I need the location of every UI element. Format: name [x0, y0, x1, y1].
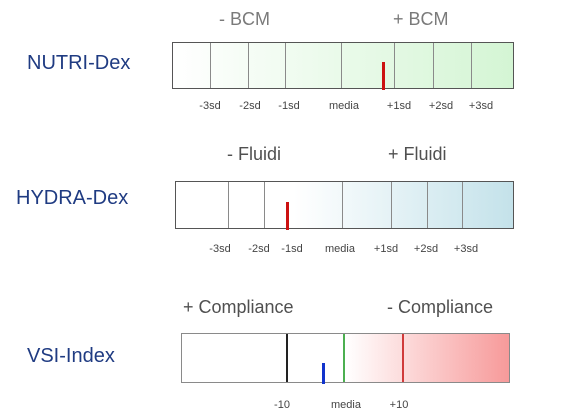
nutri-minus-bcm-heading: - BCM — [219, 9, 270, 29]
hydra-divider-3 — [342, 182, 343, 228]
hydra-minus-fluidi-heading: - Fluidi — [227, 144, 282, 164]
vsi-media-line — [343, 334, 345, 382]
hydra-divider-6 — [462, 182, 463, 228]
nutri-tick-minus1sd: -1sd — [278, 100, 300, 112]
hydra-tick-minus1sd: -1sd — [281, 243, 303, 255]
hydra-tick-minus2sd: -2sd — [248, 243, 270, 255]
nutri-tick-plus1sd: +1sd — [386, 100, 412, 112]
nutri-divider-1 — [210, 43, 211, 88]
hydra-dex-label: HYDRA-Dex — [16, 187, 129, 209]
vsi-index-scale-bar — [181, 333, 510, 384]
nutri-tick-minus2sd: -2sd — [239, 100, 261, 112]
nutri-value-marker — [382, 62, 386, 90]
nutri-tick-minus3sd: -3sd — [199, 100, 221, 112]
vsi-tick-media: media — [331, 399, 361, 411]
vsi-index-label: VSI-Index — [27, 345, 115, 367]
hydra-divider-2 — [264, 182, 265, 228]
hydra-tick-plus2sd: +2sd — [413, 243, 439, 255]
nutri-dex-scale-bar — [172, 42, 514, 90]
nutri-divider-2 — [248, 43, 249, 88]
vsi-minus-compliance-heading: - Compliance — [387, 297, 494, 317]
vsi-plus10-line — [402, 334, 404, 382]
hydra-divider-4 — [391, 182, 392, 228]
vsi-value-marker — [322, 363, 326, 384]
nutri-tick-plus3sd: +3sd — [468, 100, 494, 112]
hydra-divider-1 — [228, 182, 229, 228]
hydra-tick-plus1sd: +1sd — [373, 243, 399, 255]
vsi-minus10-line — [286, 334, 288, 382]
hydra-tick-minus3sd: -3sd — [209, 243, 231, 255]
nutri-divider-5 — [394, 43, 395, 88]
hydra-dex-scale-bar — [175, 181, 514, 230]
vsi-tick-minus10: -10 — [274, 399, 290, 411]
nutri-dex-label: NUTRI-Dex — [27, 52, 131, 74]
nutri-plus-bcm-heading: + BCM — [393, 9, 449, 29]
hydra-tick-plus3sd: +3sd — [453, 243, 479, 255]
nutri-divider-3 — [285, 43, 286, 88]
hydra-divider-5 — [427, 182, 428, 228]
vsi-plus-compliance-heading: + Compliance — [183, 297, 294, 317]
hydra-tick-media: media — [325, 243, 355, 255]
vsi-tick-plus10: +10 — [389, 399, 409, 411]
hydra-plus-fluidi-heading: + Fluidi — [388, 144, 447, 164]
nutri-tick-media: media — [329, 100, 359, 112]
nutri-divider-6 — [433, 43, 434, 88]
nutri-divider-7 — [471, 43, 472, 88]
nutri-tick-plus2sd: +2sd — [428, 100, 454, 112]
nutri-divider-4 — [341, 43, 342, 88]
hydra-value-marker — [285, 202, 289, 230]
